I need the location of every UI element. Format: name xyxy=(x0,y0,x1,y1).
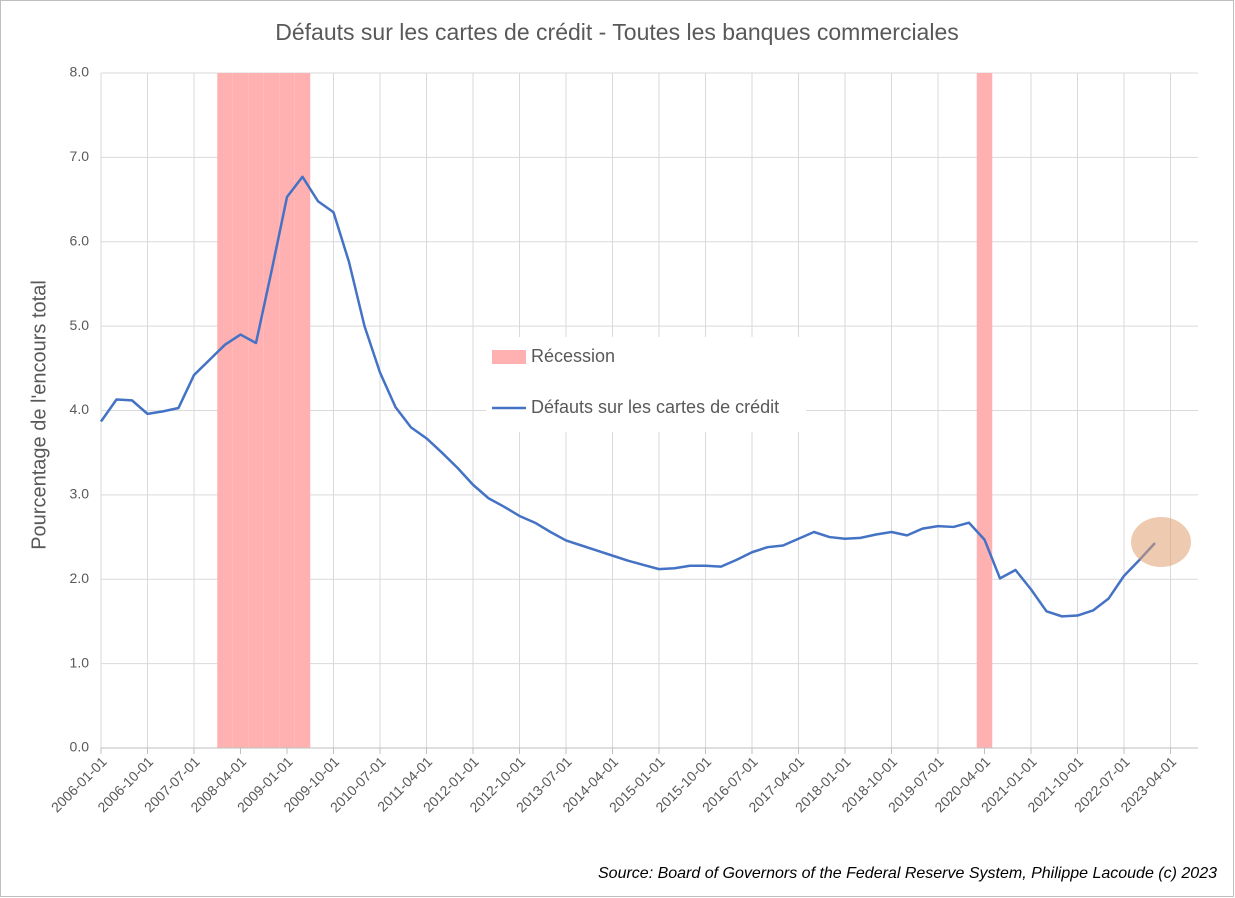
data-line xyxy=(99,175,1156,618)
highlight-circle xyxy=(1131,517,1191,567)
y-tick-label: 6.0 xyxy=(70,232,90,248)
y-axis-label: Pourcentage de l'encours total xyxy=(28,280,50,550)
recession-bar xyxy=(263,73,280,748)
source-note: Source: Board of Governors of the Federa… xyxy=(598,865,1217,882)
y-tick-label: 7.0 xyxy=(70,148,90,164)
y-tick-label: 4.0 xyxy=(70,401,90,417)
recession-bar xyxy=(248,73,264,748)
recession-bar xyxy=(232,73,249,748)
legend-label: Récession xyxy=(531,346,615,366)
legend-swatch xyxy=(492,350,526,364)
legend: Récession Défauts sur les cartes de crédi… xyxy=(486,337,806,432)
y-tick-label: 1.0 xyxy=(70,654,90,670)
y-tick-label: 3.0 xyxy=(70,486,90,502)
recession-bar xyxy=(294,73,311,748)
recession-bar xyxy=(279,73,295,748)
y-tick-label: 8.0 xyxy=(70,64,90,80)
legend-label: Défauts sur les cartes de crédit xyxy=(531,397,779,417)
recession-bar xyxy=(217,73,233,748)
y-tick-label: 2.0 xyxy=(70,570,90,586)
y-tick-label: 5.0 xyxy=(70,317,90,333)
chart-title: Défauts sur les cartes de crédit - Toute… xyxy=(275,19,959,45)
recession-bar xyxy=(976,73,993,748)
legend-bg xyxy=(486,337,806,432)
y-tick-label: 0.0 xyxy=(70,739,90,755)
